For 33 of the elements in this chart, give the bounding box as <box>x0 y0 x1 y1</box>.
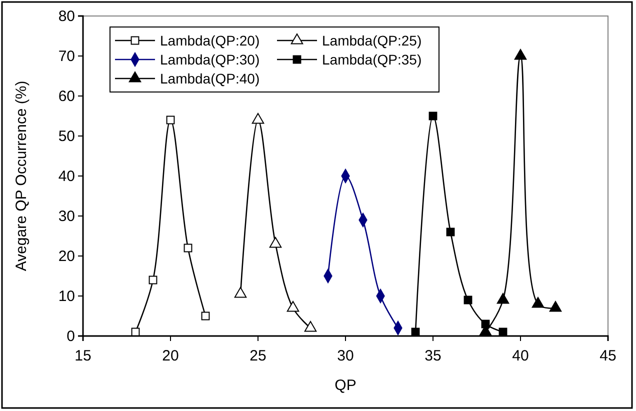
y-tick-label: 0 <box>66 328 75 345</box>
x-tick-label: 45 <box>600 348 616 364</box>
legend-label: Lambda(QP:20) <box>160 32 260 48</box>
point <box>464 296 472 304</box>
y-tick-label: 80 <box>58 8 75 25</box>
x-tick-label: 30 <box>337 348 354 364</box>
legend-label: Lambda(QP:40) <box>160 70 260 86</box>
point <box>411 328 420 336</box>
legend-label: Lambda(QP:25) <box>322 32 422 48</box>
x-tick-label: 25 <box>250 348 266 364</box>
point <box>131 328 140 336</box>
x-axis-title: QP <box>334 377 356 394</box>
y-tick-label: 40 <box>58 168 75 185</box>
legend-label: Lambda(QP:35) <box>322 52 422 68</box>
point <box>148 276 158 284</box>
point <box>201 312 210 320</box>
y-tick-label: 60 <box>58 88 75 105</box>
y-tick-label: 20 <box>58 248 75 265</box>
y-axis-title: Avegare QP Occurrence (%) <box>13 80 30 272</box>
y-tick-label: 30 <box>58 208 75 225</box>
point <box>184 244 192 252</box>
x-tick-label: 40 <box>512 348 529 364</box>
point <box>166 116 175 124</box>
legend-label: Lambda(QP:30) <box>160 52 260 68</box>
y-tick-label: 50 <box>58 128 75 145</box>
x-tick-label: 35 <box>424 348 442 364</box>
point <box>446 228 455 236</box>
y-tick-label: 70 <box>58 48 75 65</box>
point <box>498 328 508 336</box>
y-tick-label: 10 <box>58 288 75 305</box>
x-tick-label: 15 <box>74 348 92 364</box>
point <box>428 112 438 120</box>
x-tick-label: 20 <box>162 348 179 364</box>
